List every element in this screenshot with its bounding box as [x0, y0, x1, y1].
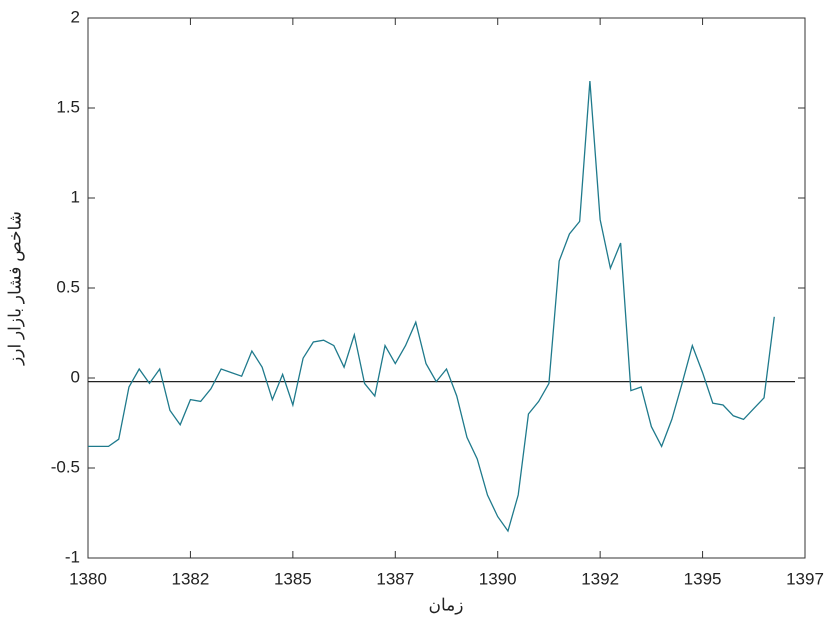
- x-tick-label: 1387: [376, 569, 414, 588]
- y-tick-label: 0.5: [56, 277, 80, 296]
- x-tick-label: 1380: [69, 569, 107, 588]
- y-tick-label: 1.5: [56, 97, 80, 116]
- x-tick-label: 1385: [274, 569, 312, 588]
- x-tick-label: 1397: [786, 569, 824, 588]
- data-line: [88, 80, 775, 533]
- x-tick-label: 1395: [684, 569, 722, 588]
- y-tick-label: -0.5: [51, 457, 80, 476]
- y-tick-label: 1: [71, 187, 80, 206]
- y-tick-label: 2: [71, 7, 80, 26]
- x-tick-label: 1382: [172, 569, 210, 588]
- x-tick-label: 1392: [581, 569, 619, 588]
- y-tick-label: 0: [71, 367, 80, 386]
- y-tick-label: -1: [65, 547, 80, 566]
- x-axis-label: زمان: [429, 595, 464, 615]
- x-tick-label: 1390: [479, 569, 517, 588]
- plot-frame: [87, 17, 806, 559]
- y-axis-label: شاخص فشار بازار ارز: [5, 211, 25, 366]
